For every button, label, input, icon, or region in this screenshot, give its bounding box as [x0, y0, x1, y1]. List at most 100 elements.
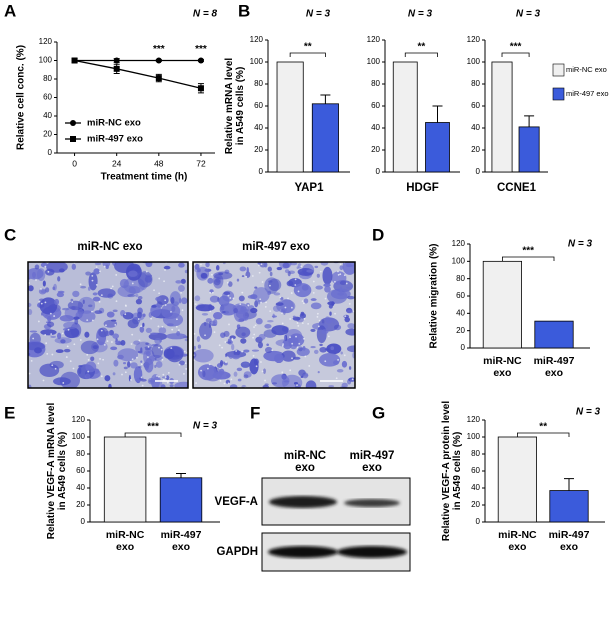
cell — [320, 262, 329, 266]
x-axis-label: CCNE1 — [497, 182, 537, 194]
cell — [28, 384, 32, 388]
cell — [90, 356, 95, 362]
pore — [95, 266, 98, 269]
pore — [180, 291, 182, 294]
pore — [137, 318, 140, 320]
micrograph — [193, 262, 355, 388]
cell — [272, 305, 281, 312]
pore — [316, 315, 319, 318]
n-label: N = 3 — [193, 421, 218, 432]
cell — [346, 286, 352, 289]
cell — [296, 266, 299, 270]
y-tick-label: 20 — [471, 145, 480, 154]
cell — [184, 338, 188, 342]
pore — [150, 317, 152, 320]
pore — [269, 284, 271, 287]
cell — [144, 358, 154, 373]
cell — [94, 262, 102, 266]
pore — [284, 306, 287, 309]
x-tick-label: miR-497 — [534, 355, 575, 367]
cell — [163, 348, 175, 360]
panel-letter: F — [250, 403, 260, 422]
pore — [171, 328, 174, 331]
cell — [82, 299, 85, 305]
cell — [117, 348, 139, 362]
pore — [158, 346, 160, 349]
pore — [46, 352, 49, 355]
cell — [205, 318, 212, 323]
pore — [308, 365, 311, 367]
cell — [316, 325, 327, 344]
cell — [225, 341, 232, 344]
bar — [159, 477, 203, 523]
pore — [227, 382, 230, 385]
cell — [292, 315, 296, 318]
cell — [233, 371, 238, 377]
cell — [106, 311, 115, 318]
cell — [28, 302, 32, 308]
cell — [262, 384, 269, 388]
cell — [336, 369, 344, 373]
cell — [347, 295, 355, 300]
cell — [169, 384, 174, 388]
pore — [229, 297, 232, 299]
cell — [180, 278, 186, 284]
legend-marker — [70, 120, 76, 126]
y-tick-label: 40 — [456, 308, 465, 317]
pore — [241, 350, 243, 353]
pore — [38, 300, 41, 303]
pore — [140, 325, 143, 328]
y-tick-label: 80 — [456, 274, 465, 283]
marker — [197, 85, 204, 92]
pore — [324, 297, 327, 300]
cell — [205, 262, 210, 268]
cell — [85, 271, 92, 276]
pore — [200, 369, 202, 372]
pore — [230, 378, 233, 381]
cell — [266, 343, 269, 347]
y-tick-label: 80 — [471, 79, 480, 88]
cell — [337, 292, 345, 296]
y-tick-label: 20 — [471, 500, 480, 509]
cell — [113, 359, 119, 367]
pore — [184, 362, 187, 365]
cell — [110, 319, 117, 322]
cell — [139, 377, 144, 381]
panel-letter: A — [4, 1, 16, 20]
bar — [276, 61, 304, 173]
cell — [215, 265, 220, 271]
pore — [241, 291, 244, 294]
cell — [306, 269, 315, 273]
pore — [294, 278, 297, 281]
n-label: N = 3 — [408, 9, 433, 20]
cell — [88, 272, 98, 291]
pore — [111, 285, 114, 288]
pore — [44, 265, 47, 268]
significance: ** — [417, 42, 425, 53]
blot-band — [268, 546, 338, 558]
cell — [40, 329, 57, 336]
pore — [269, 310, 272, 313]
y-tick-label: 0 — [376, 167, 381, 176]
x-tick-label: 72 — [196, 158, 206, 168]
cell — [254, 286, 258, 289]
y-axis-label: Relative mRNA level — [224, 58, 235, 155]
cell — [340, 351, 343, 355]
cell — [135, 298, 143, 305]
cell — [238, 295, 245, 302]
pore — [79, 339, 82, 341]
cell — [321, 329, 329, 335]
cell — [158, 327, 167, 334]
cell — [324, 285, 331, 293]
pore — [316, 312, 319, 315]
pore — [40, 288, 42, 290]
cell — [80, 340, 99, 355]
pore — [259, 298, 262, 301]
pore — [225, 361, 227, 364]
cell — [179, 297, 182, 304]
cell — [155, 296, 162, 302]
cell — [70, 298, 74, 302]
cell — [201, 312, 209, 316]
pore — [170, 347, 173, 350]
y-tick-label: 100 — [367, 57, 381, 66]
